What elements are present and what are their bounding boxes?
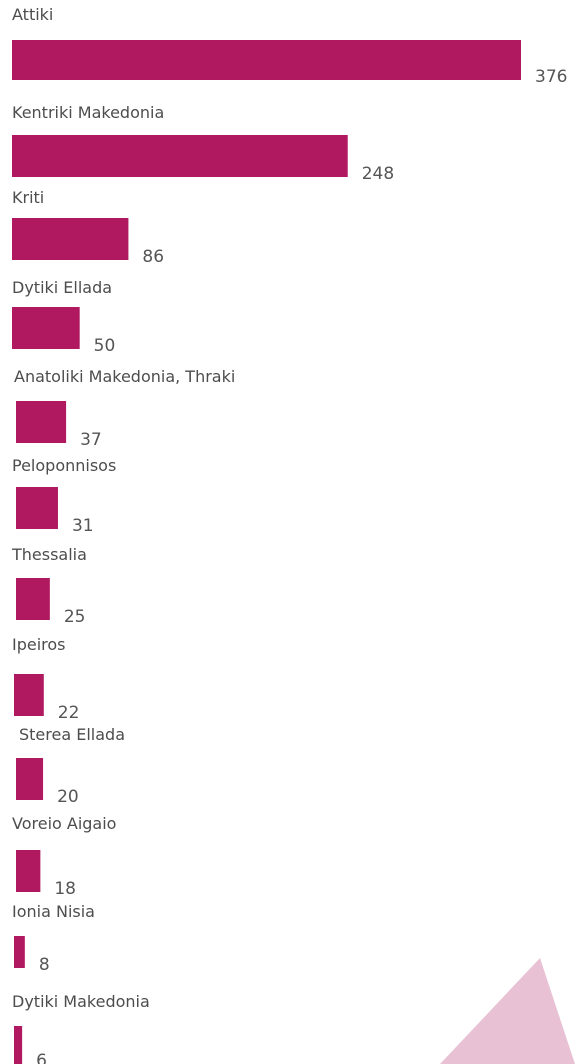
value-label: 376 — [535, 67, 567, 87]
category-label: Thessalia — [11, 545, 87, 564]
bar — [16, 758, 44, 800]
category-label: Ipeiros — [12, 635, 66, 654]
bar — [12, 40, 521, 80]
bar — [14, 674, 44, 716]
category-label: Peloponnisos — [12, 456, 116, 475]
category-label: Kriti — [12, 188, 44, 207]
value-label: 50 — [94, 336, 116, 356]
value-label: 8 — [39, 955, 50, 975]
category-label: Dytiki Ellada — [12, 278, 112, 297]
bar — [16, 578, 50, 620]
value-label: 6 — [36, 1051, 47, 1064]
category-label: Ionia Nisia — [12, 902, 95, 921]
bar — [14, 936, 25, 968]
value-label: 18 — [54, 879, 76, 899]
category-label: Anatoliki Makedonia, Thraki — [14, 367, 235, 386]
value-label: 31 — [72, 516, 94, 536]
value-label: 37 — [80, 430, 102, 450]
decorative-triangle — [440, 958, 575, 1064]
category-label: Kentriki Makedonia — [12, 103, 164, 122]
category-label: Sterea Ellada — [19, 725, 125, 744]
category-label: Voreio Aigaio — [12, 814, 116, 833]
value-label: 248 — [362, 164, 394, 184]
bar — [16, 401, 67, 443]
value-label: 20 — [57, 787, 79, 807]
bar — [12, 135, 348, 177]
bar — [14, 1026, 23, 1064]
bar — [12, 307, 80, 349]
bar — [16, 487, 58, 529]
category-label: Attiki — [12, 5, 53, 24]
value-label: 22 — [58, 703, 80, 723]
value-label: 25 — [64, 607, 86, 627]
bar — [16, 850, 41, 892]
bar — [12, 218, 129, 260]
value-label: 86 — [142, 247, 164, 267]
category-label: Dytiki Makedonia — [12, 992, 150, 1011]
